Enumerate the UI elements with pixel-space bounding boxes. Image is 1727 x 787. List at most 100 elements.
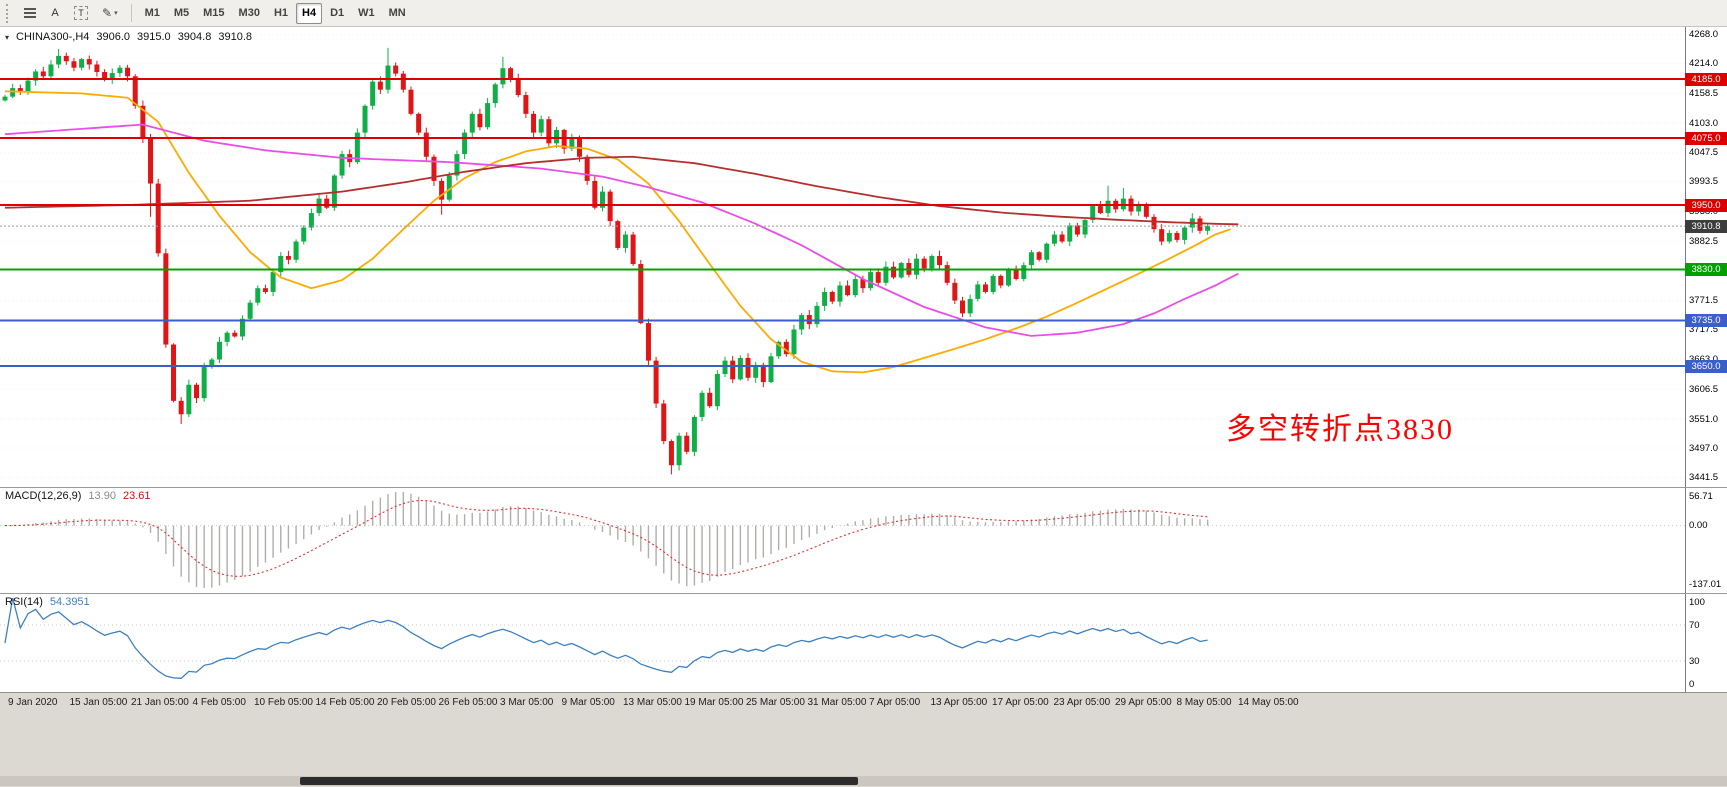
candle-body [982,284,988,292]
candle-body [1051,234,1057,244]
candle-body [293,241,299,260]
candle-body [760,364,766,383]
horizontal-scrollbar-track[interactable] [0,776,1727,786]
candle-body [538,119,544,133]
candle-body [477,113,483,128]
candle-body [232,332,238,337]
candle-body [1205,226,1211,231]
candle-body [370,81,376,106]
timeframe-button-mn[interactable]: MN [383,3,412,24]
candle-body [416,113,422,133]
time-axis-label: 14 Feb 05:00 [315,697,375,708]
candle-body [554,129,560,144]
candle-body [485,103,491,128]
candle-body [914,258,920,275]
chart-dropdown-icon: ▾ [5,32,10,42]
rsi-line [4,597,1208,679]
symbol-timeframe-label: CHINA300-,H4 [16,31,90,43]
candle-body [714,374,720,407]
timeframe-button-m30[interactable]: M30 [233,3,266,24]
candle-body [515,78,521,96]
candle-body [400,73,406,90]
timeframe-button-w1[interactable]: W1 [352,3,381,24]
candle-body [676,435,682,466]
candle-body [691,416,697,452]
chevron-down-icon: ▾ [114,10,118,17]
candle-body [140,105,146,138]
candle-body [125,67,131,77]
candle-body [40,71,46,77]
candle-body [1028,252,1034,266]
candle-body [531,113,537,133]
time-axis[interactable]: 9 Jan 2020 15 Jan 05:00 21 Jan 05:00 4 Feb … [0,692,1727,787]
candle-body [86,59,92,65]
timeframe-button-m5[interactable]: M5 [168,3,195,24]
candle-body [592,180,598,208]
timeframe-button-h1[interactable]: H1 [268,3,294,24]
candle-body [1159,229,1165,242]
candle-body [469,113,475,133]
candle-body [1074,225,1080,235]
time-axis-label: 8 May 05:00 [1176,697,1232,708]
candle-body [1097,206,1103,214]
candle-body [178,400,184,415]
time-axis-label: 26 Feb 05:00 [438,697,498,708]
candle-body [79,59,85,68]
timeframe-button-m15[interactable]: M15 [197,3,230,24]
candle-body [63,55,69,62]
timeframe-button-h4[interactable]: H4 [296,2,323,24]
time-axis-label: 14 May 05:00 [1238,697,1299,708]
timeframe-button-m1[interactable]: M1 [139,3,166,24]
time-axis-label: 19 Mar 05:00 [684,697,744,708]
bar-chart-icon-button[interactable] [18,3,42,24]
candle-body [209,359,215,368]
low-value: 3904.8 [177,31,212,43]
candle-body [929,256,935,269]
draw-tools-dropdown-button[interactable]: ✎ ▾ [96,3,124,24]
candle-body [285,256,291,260]
candle-body [117,67,123,74]
horizontal-scrollbar-thumb[interactable] [300,777,858,785]
time-axis-label: 15 Jan 05:00 [69,697,128,708]
candle-body [645,323,651,361]
candle-body [431,156,437,181]
candle-body [508,68,514,79]
time-axis-label: 9 Mar 05:00 [561,697,615,708]
ma-line-slow [4,155,1239,226]
macd-label: MACD(12,26,9) [5,490,82,502]
candle-body [1067,225,1073,242]
panel-separator-macd[interactable] [0,487,1727,488]
candle-body [921,258,927,269]
candle-body [868,272,874,289]
timeframe-button-d1[interactable]: D1 [324,3,350,24]
candle-body [186,384,192,415]
cursor-a-button[interactable]: A [44,3,66,24]
candle-body [1105,200,1111,214]
candle-body [171,344,177,401]
candle-body [1182,227,1188,240]
candle-body [822,291,828,306]
candle-body [845,285,851,296]
candle-body [148,137,154,184]
text-tool-button[interactable]: T [68,3,94,24]
high-value: 3915.0 [137,31,171,43]
candle-body [607,191,613,222]
candle-body [569,137,575,149]
time-axis-label: 4 Feb 05:00 [192,697,246,708]
candle-body [25,80,31,93]
candle-body [615,221,621,248]
chart-annotation-text: 多空转折点3830 [1226,413,1454,446]
toolbar-drag-handle[interactable] [6,3,12,23]
macd-main-value: 13.90 [88,490,116,502]
open-value: 3906.0 [96,31,131,43]
candle-body [960,300,965,314]
ma-line-medium [4,123,1239,337]
candle-body [944,265,950,283]
time-axis-label: 9 Jan 2020 [8,697,58,708]
candle-body [1197,218,1203,231]
panel-separator-rsi[interactable] [0,593,1727,594]
candle-body [1136,203,1142,212]
time-axis-label: 31 Mar 05:00 [807,697,867,708]
candle-body [684,435,690,452]
